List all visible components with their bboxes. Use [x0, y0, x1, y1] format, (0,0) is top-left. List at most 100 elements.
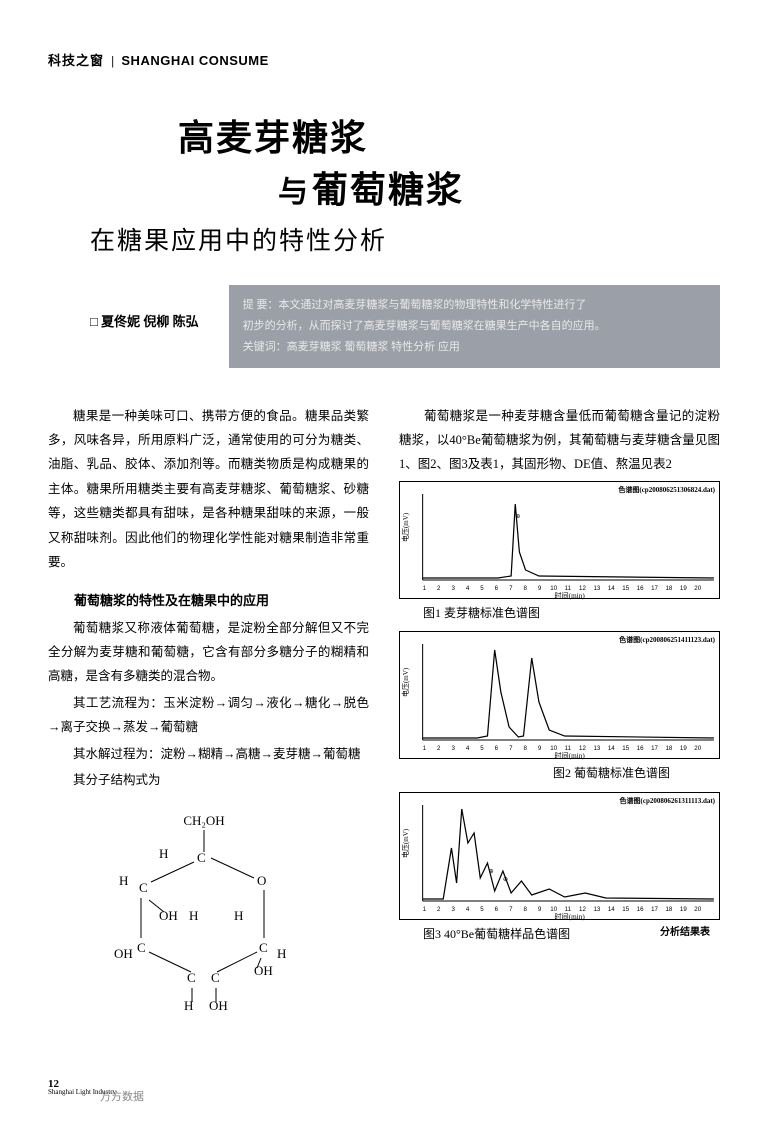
svg-text:19: 19: [680, 906, 687, 913]
svg-text:时间(min): 时间(min): [554, 591, 585, 600]
svg-text:2: 2: [437, 745, 441, 752]
svg-text:2: 2: [437, 906, 441, 913]
svg-text:3: 3: [451, 745, 455, 752]
svg-text:20: 20: [694, 745, 701, 752]
title-prefix: 与: [278, 176, 310, 209]
svg-text:OH: OH: [209, 998, 228, 1010]
fig3-label: 图3 40°Be葡萄糖样品色谱图: [399, 923, 570, 946]
svg-text:15: 15: [622, 585, 629, 592]
header-cn: 科技之窗: [48, 53, 104, 68]
svg-text:CH₂OH: CH₂OH: [183, 813, 224, 828]
title-line2: 与葡萄糖浆: [278, 161, 720, 213]
svg-text:20: 20: [694, 585, 701, 592]
title-block: 高麦芽糖浆 与葡萄糖浆: [178, 109, 720, 213]
svg-text:3: 3: [451, 585, 455, 592]
svg-text:⊕: ⊕: [515, 513, 520, 520]
svg-text:18: 18: [665, 906, 672, 913]
svg-text:4: 4: [466, 585, 470, 592]
figure-caption-3: 图3 40°Be葡萄糖样品色谱图 分析结果表: [399, 923, 720, 946]
svg-text:14: 14: [608, 906, 615, 913]
svg-text:6: 6: [495, 906, 499, 913]
svg-text:13: 13: [593, 906, 600, 913]
svg-text:C: C: [187, 970, 196, 985]
chemical-structure: CH₂OH H C O C H C C H OH: [48, 810, 369, 1010]
fig3-extra: 分析结果表: [636, 923, 710, 946]
svg-text:9: 9: [538, 585, 542, 592]
abstract-box: 提 要：本文通过对高麦芽糖浆与葡萄糖浆的物理特性和化学特性进行了 初步的分析，从…: [229, 285, 720, 368]
abstract-line: 初步的分析，从而探讨了高麦芽糖浆与葡萄糖浆在糖果生产中各自的应用。: [243, 316, 706, 337]
chart-title: 色谱图(cp200806251411123.dat): [619, 634, 715, 648]
svg-text:电压(mV): 电压(mV): [401, 667, 410, 697]
svg-text:14: 14: [608, 585, 615, 592]
svg-text:C: C: [197, 850, 206, 865]
svg-text:5: 5: [480, 585, 484, 592]
svg-text:11: 11: [565, 585, 572, 592]
svg-text:10: 10: [550, 745, 557, 752]
svg-text:7: 7: [509, 745, 513, 752]
svg-text:12: 12: [579, 745, 586, 752]
svg-text:OH: OH: [114, 946, 133, 961]
abstract-line: 提 要：本文通过对高麦芽糖浆与葡萄糖浆的物理特性和化学特性进行了: [243, 295, 706, 316]
svg-text:5: 5: [480, 745, 484, 752]
svg-text:10: 10: [550, 906, 557, 913]
svg-text:14: 14: [608, 745, 615, 752]
svg-text:4: 4: [466, 745, 470, 752]
paragraph: 糖果是一种美味可口、携带方便的食品。糖果品类繁多，风味各异，所用原料广泛，通常使…: [48, 404, 369, 575]
svg-text:17: 17: [651, 585, 658, 592]
authors: □ 夏佟妮 倪柳 陈弘: [90, 285, 199, 368]
svg-text:C: C: [137, 940, 146, 955]
svg-text:H: H: [119, 873, 128, 888]
title-line1: 高麦芽糖浆: [178, 109, 720, 161]
svg-text:7: 7: [509, 906, 513, 913]
svg-text:H: H: [234, 908, 243, 923]
paragraph: 其工艺流程为：玉米淀粉→调匀→液化→糖化→脱色→离子交换→蒸发→葡萄糖: [48, 691, 369, 740]
watermark: 万方数据: [100, 1088, 144, 1104]
svg-text:19: 19: [680, 585, 687, 592]
svg-text:13: 13: [593, 585, 600, 592]
svg-text:11: 11: [565, 745, 572, 752]
svg-text:19: 19: [680, 745, 687, 752]
svg-text:18: 18: [665, 585, 672, 592]
paragraph: 其水解过程为：淀粉→糊精→高糖→麦芽糖→葡萄糖: [48, 742, 369, 766]
subtitle: 在糖果应用中的特性分析: [90, 221, 720, 257]
svg-text:17: 17: [651, 906, 658, 913]
body-columns: 糖果是一种美味可口、携带方便的食品。糖果品类繁多，风味各异，所用原料广泛，通常使…: [48, 404, 720, 1011]
paragraph: 葡萄糖浆又称液体葡萄糖，是淀粉全部分解但又不完全分解为麦芽糖和葡萄糖，它含有部分…: [48, 616, 369, 689]
svg-text:11: 11: [565, 906, 572, 913]
svg-text:H: H: [277, 946, 286, 961]
svg-text:H: H: [184, 998, 193, 1010]
svg-text:1: 1: [423, 906, 427, 913]
svg-text:15: 15: [622, 906, 629, 913]
chart-title: 色谱图(cp200806261311113.dat): [620, 795, 715, 809]
chart-3: 色谱图(cp200806261311113.dat) ⊕ ⊕ 123 456 7…: [399, 792, 720, 920]
section-heading: 葡萄糖浆的特性及在糖果中的应用: [48, 588, 369, 613]
svg-text:5: 5: [480, 906, 484, 913]
svg-text:9: 9: [538, 745, 542, 752]
paragraph: 其分子结构式为: [48, 768, 369, 792]
chart-title: 色谱图(cp200806251306824.dat): [618, 484, 715, 498]
author-names: 夏佟妮 倪柳 陈弘: [101, 314, 199, 329]
svg-text:9: 9: [538, 906, 542, 913]
svg-text:时间(min): 时间(min): [554, 751, 585, 760]
svg-text:16: 16: [637, 745, 644, 752]
svg-text:H: H: [189, 908, 198, 923]
authors-abstract-row: □ 夏佟妮 倪柳 陈弘 提 要：本文通过对高麦芽糖浆与葡萄糖浆的物理特性和化学特…: [90, 285, 720, 368]
svg-text:20: 20: [694, 906, 701, 913]
svg-text:16: 16: [637, 906, 644, 913]
svg-text:6: 6: [495, 585, 499, 592]
section-header: 科技之窗 | SHANGHAI CONSUME: [48, 50, 720, 69]
svg-text:7: 7: [509, 585, 513, 592]
chart-1: 色谱图(cp200806251306824.dat) ⊕ 123 456 789…: [399, 481, 720, 599]
svg-text:16: 16: [637, 585, 644, 592]
svg-text:2: 2: [437, 585, 441, 592]
svg-text:12: 12: [579, 585, 586, 592]
header-en: SHANGHAI CONSUME: [121, 53, 268, 68]
svg-text:OH: OH: [254, 963, 273, 978]
left-column: 糖果是一种美味可口、携带方便的食品。糖果品类繁多，风味各异，所用原料广泛，通常使…: [48, 404, 369, 1011]
svg-text:8: 8: [523, 906, 527, 913]
svg-text:电压(mV): 电压(mV): [401, 512, 410, 542]
svg-text:⊕: ⊕: [503, 876, 508, 883]
svg-text:8: 8: [523, 745, 527, 752]
svg-text:3: 3: [451, 906, 455, 913]
figure-caption-2: 图2 葡萄糖标准色谱图: [399, 762, 720, 785]
